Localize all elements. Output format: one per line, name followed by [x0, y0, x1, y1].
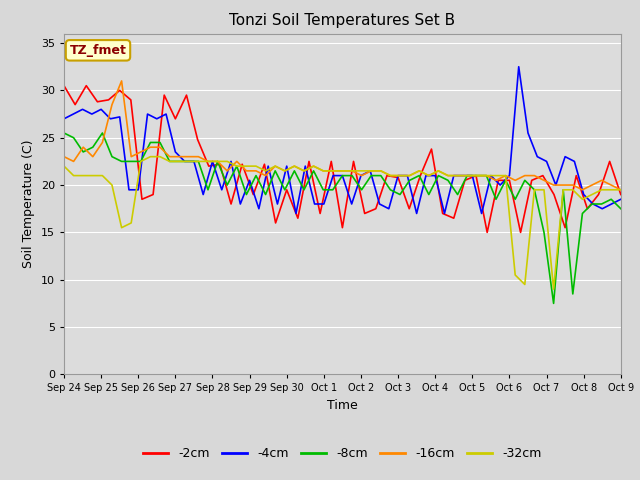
Y-axis label: Soil Temperature (C): Soil Temperature (C) [22, 140, 35, 268]
X-axis label: Time: Time [327, 399, 358, 412]
Legend: -2cm, -4cm, -8cm, -16cm, -32cm: -2cm, -4cm, -8cm, -16cm, -32cm [138, 442, 547, 465]
Title: Tonzi Soil Temperatures Set B: Tonzi Soil Temperatures Set B [229, 13, 456, 28]
Text: TZ_fmet: TZ_fmet [70, 44, 127, 57]
